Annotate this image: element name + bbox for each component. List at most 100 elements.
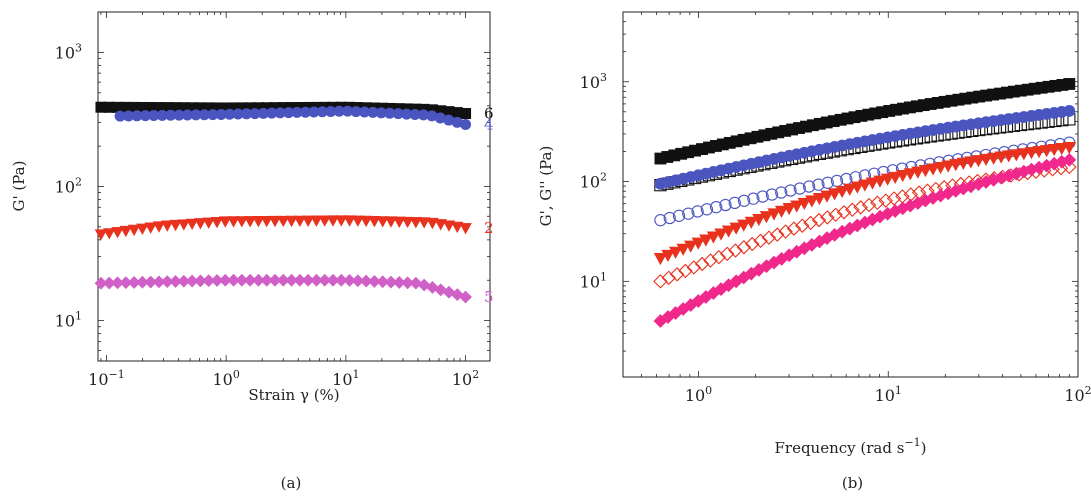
data-point [252, 216, 265, 228]
data-point [144, 222, 157, 234]
data-point [858, 179, 872, 192]
data-point [376, 216, 389, 228]
data-point [161, 220, 174, 232]
data-point [918, 165, 933, 178]
data-point [260, 215, 273, 228]
data-point [956, 157, 970, 170]
y-tick-label: 101 [55, 310, 82, 331]
data-point [756, 190, 769, 203]
data-point [812, 178, 825, 191]
data-point [277, 215, 290, 228]
minor-ticks [98, 11, 490, 362]
plot-frame [622, 11, 1079, 378]
data-point [301, 215, 315, 227]
data-point [654, 214, 667, 227]
data-point [268, 215, 282, 228]
data-point [795, 218, 810, 233]
data-point [103, 228, 116, 240]
data-point [835, 185, 849, 199]
data-point [803, 215, 818, 231]
data-point [793, 182, 806, 195]
x-tick-label: 100 [685, 384, 712, 405]
data-point [227, 216, 240, 228]
data-point [767, 208, 781, 221]
data-point [653, 274, 668, 289]
x-axis-label: Frequency (rad s−1) [774, 436, 926, 457]
data-point [827, 188, 842, 201]
data-point [971, 155, 986, 168]
y-axis-label: G', G'' (Pa) [537, 146, 555, 227]
data-point [177, 219, 191, 231]
data-point [169, 219, 182, 232]
data-point [460, 108, 472, 120]
data-point [219, 216, 232, 228]
data-point [949, 159, 963, 172]
data-point [684, 240, 698, 253]
data-point [152, 221, 166, 233]
series-end-label: 4 [484, 115, 494, 133]
data-point [710, 200, 723, 214]
data-point [417, 217, 431, 229]
data-point [782, 203, 796, 216]
data-point [706, 231, 721, 244]
series-0 [654, 78, 1076, 165]
series-6 [653, 152, 1077, 328]
data-point [845, 202, 860, 217]
data-point [1024, 147, 1039, 160]
data-point [820, 210, 835, 225]
data-point [700, 203, 714, 216]
data-point [119, 225, 133, 238]
data-point [1063, 105, 1076, 117]
series-3 [94, 273, 472, 304]
data-point [1039, 145, 1054, 158]
data-point [672, 209, 686, 222]
data-point [786, 221, 802, 236]
data-point [797, 197, 811, 211]
y-tick-label: 102 [580, 171, 607, 192]
series-2 [94, 215, 472, 241]
data-point [669, 267, 685, 282]
data-point [820, 190, 834, 203]
x-tick-label: 101 [875, 384, 902, 405]
series-end-label: 5 [484, 288, 494, 306]
series-2 [654, 105, 1076, 190]
data-point [699, 234, 713, 247]
data-point [376, 275, 390, 289]
data-point [811, 212, 827, 228]
x-tick-label: 102 [452, 368, 479, 389]
data-point [335, 215, 348, 227]
y-axis-label: G' (Pa) [10, 161, 28, 212]
data-point [243, 216, 257, 228]
data-point [202, 217, 215, 229]
data-point [719, 246, 735, 262]
data-point [752, 213, 766, 227]
data-point [368, 216, 381, 228]
data-point [434, 219, 447, 231]
data-point [926, 163, 940, 176]
data-point [774, 205, 789, 218]
data-point [1002, 150, 1016, 163]
data-point [310, 215, 323, 227]
data-point [994, 151, 1008, 164]
data-point [1009, 149, 1023, 162]
series-end-label: 2 [484, 219, 494, 237]
data-point [986, 152, 1001, 165]
data-point [736, 240, 752, 255]
x-axis-label: Strain γ (%) [248, 386, 339, 404]
data-point [747, 192, 760, 205]
plot-frame [97, 11, 491, 362]
data-point [293, 215, 307, 228]
data-point [888, 171, 902, 184]
data-point [802, 180, 816, 193]
y-tick-label: 103 [580, 71, 607, 92]
data-point [451, 221, 464, 234]
data-point [393, 216, 406, 228]
data-point [745, 236, 760, 252]
data-point [459, 223, 472, 235]
data-point [194, 218, 207, 230]
data-point [185, 218, 199, 231]
data-point [933, 161, 948, 175]
data-point [682, 207, 695, 220]
data-point [668, 246, 683, 259]
